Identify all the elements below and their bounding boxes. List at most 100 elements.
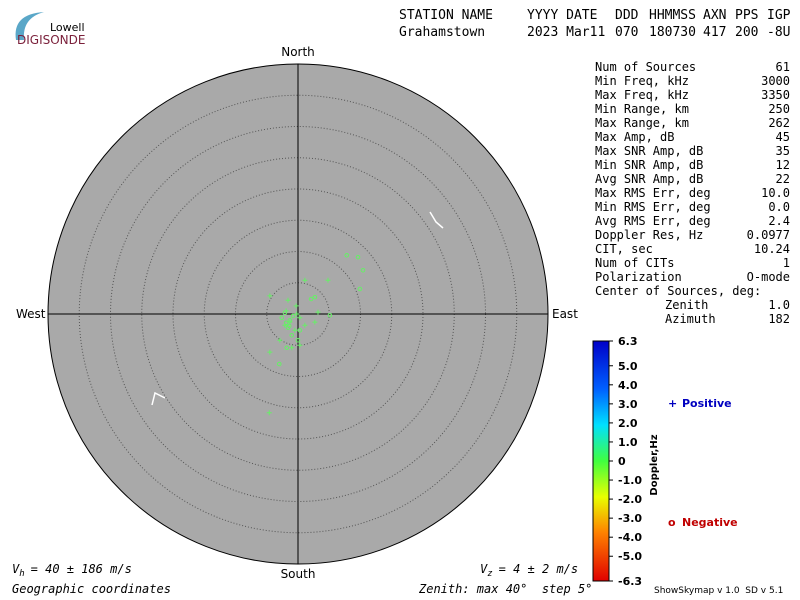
logo-top: Lowell bbox=[50, 21, 85, 34]
stat-label: Min Freq, kHz bbox=[595, 74, 689, 88]
source-positive bbox=[267, 293, 273, 299]
source-negative bbox=[287, 317, 293, 323]
vh-text: = 40 ± 186 m/s bbox=[31, 562, 132, 576]
header-value: 200 bbox=[735, 25, 758, 40]
stat-value: 3350 bbox=[761, 88, 790, 102]
colorbar-label: 3.0 bbox=[618, 398, 638, 411]
header-column: IGP bbox=[767, 8, 791, 23]
source-positive bbox=[315, 309, 321, 315]
source-negative bbox=[289, 332, 295, 338]
colorbar-label: 6.3 bbox=[618, 335, 638, 348]
colorbar-title: Doppler,Hz bbox=[649, 434, 660, 495]
source-positive bbox=[294, 311, 300, 317]
stat-label: CIT, sec bbox=[595, 242, 653, 256]
stat-label: Max SNR Amp, dB bbox=[595, 144, 703, 158]
stat-value: 61 bbox=[776, 60, 790, 74]
source-positive bbox=[277, 337, 283, 343]
stat-value: 35 bbox=[776, 144, 790, 158]
colorbar-label: 5.0 bbox=[618, 360, 638, 373]
stat-value: 10.24 bbox=[754, 242, 790, 256]
vz: Vz = 4 ± 2 m/s bbox=[480, 562, 578, 579]
header-value: 180730 bbox=[649, 25, 696, 40]
colorbar-label: 4.0 bbox=[618, 379, 638, 392]
north-label: North bbox=[281, 45, 315, 59]
stat-label: Max Freq, kHz bbox=[595, 88, 689, 102]
header-column: AXN bbox=[703, 8, 726, 23]
stat-value: 45 bbox=[776, 130, 790, 144]
legend-negative: Negative bbox=[682, 516, 738, 529]
center-value: 182 bbox=[768, 312, 790, 326]
source-positive bbox=[297, 342, 303, 348]
vz-text: = 4 ± 2 m/s bbox=[499, 562, 578, 576]
source-positive bbox=[302, 322, 308, 328]
coords: Geographic coordinates bbox=[12, 582, 171, 596]
source-negative bbox=[355, 254, 361, 260]
center-label: Zenith bbox=[665, 298, 708, 312]
source-positive bbox=[266, 410, 272, 416]
source-positive bbox=[289, 345, 295, 351]
stat-label: Polarization bbox=[595, 270, 682, 284]
logo-swoosh bbox=[15, 12, 44, 40]
source-negative bbox=[360, 267, 366, 273]
center-title: Center of Sources, deg: bbox=[595, 284, 761, 298]
west-label: West bbox=[16, 307, 46, 321]
colorbar-label: -4.0 bbox=[618, 531, 642, 544]
colorbar-label: -2.0 bbox=[618, 493, 642, 506]
colorbar-label: 2.0 bbox=[618, 417, 638, 430]
stat-label: Avg RMS Err, deg bbox=[595, 214, 711, 228]
source-negative bbox=[357, 286, 363, 292]
center-label: Azimuth bbox=[665, 312, 716, 326]
vz-sub: z bbox=[487, 569, 492, 579]
colorbar-label: -3.0 bbox=[618, 512, 642, 525]
header-value: Grahamstown bbox=[399, 25, 485, 40]
header-value: -8U bbox=[767, 25, 790, 40]
stat-value: 0.0977 bbox=[747, 228, 790, 242]
zenith-info: Zenith: max 40° step 5° bbox=[418, 582, 592, 596]
source-positive bbox=[325, 277, 331, 283]
stat-label: Min SNR Amp, dB bbox=[595, 158, 703, 172]
header-column: DDD bbox=[615, 8, 639, 23]
legend-positive-symbol: + bbox=[668, 397, 677, 410]
stat-value: 3000 bbox=[761, 74, 790, 88]
colorbar-label: -6.3 bbox=[618, 575, 642, 588]
source-positive bbox=[293, 303, 299, 309]
source-positive bbox=[285, 297, 291, 303]
header-value: 070 bbox=[615, 25, 638, 40]
stat-label: Max Range, km bbox=[595, 116, 689, 130]
stat-label: Avg SNR Amp, dB bbox=[595, 172, 703, 186]
stat-value: 22 bbox=[776, 172, 790, 186]
colorbar bbox=[592, 340, 610, 582]
source-positive bbox=[302, 277, 308, 283]
arrow bbox=[151, 391, 166, 406]
stat-label: Num of CITs bbox=[595, 256, 674, 270]
stat-label: Num of Sources bbox=[595, 60, 696, 74]
legend-positive: Positive bbox=[682, 397, 732, 410]
stat-label: Min Range, km bbox=[595, 102, 689, 116]
vh-sub: h bbox=[19, 569, 24, 579]
source-negative bbox=[327, 312, 333, 318]
header-column: HHMMSS bbox=[649, 8, 696, 23]
source-negative bbox=[283, 320, 289, 326]
center-value: 1.0 bbox=[768, 298, 790, 312]
header-value: 417 bbox=[703, 25, 726, 40]
colorbar-label: -1.0 bbox=[618, 474, 642, 487]
stat-label: Max RMS Err, deg bbox=[595, 186, 711, 200]
stat-value: 262 bbox=[768, 116, 790, 130]
source-negative bbox=[279, 315, 285, 321]
source-positive bbox=[312, 319, 318, 325]
vh-symbol: V bbox=[12, 562, 20, 576]
header-value: 2023 Mar11 bbox=[527, 25, 605, 40]
stat-label: Min RMS Err, deg bbox=[595, 200, 711, 214]
stat-value: 0.0 bbox=[768, 200, 790, 214]
arrow bbox=[429, 211, 444, 229]
logo-bottom: DIGISONDE bbox=[17, 33, 85, 47]
source-negative bbox=[312, 294, 318, 300]
source-positive bbox=[297, 315, 303, 321]
stat-label: Doppler Res, Hz bbox=[595, 228, 703, 242]
vz-symbol: V bbox=[480, 562, 488, 576]
header-column: YYYY DATE bbox=[527, 8, 597, 23]
stat-value: 10.0 bbox=[761, 186, 790, 200]
stat-value: 2.4 bbox=[768, 214, 790, 228]
source-positive bbox=[267, 349, 273, 355]
